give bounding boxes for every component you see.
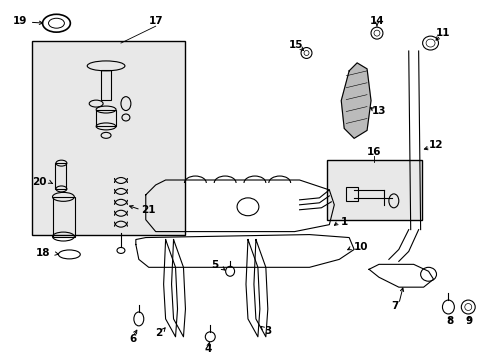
Text: 7: 7	[390, 301, 398, 311]
Text: 10: 10	[353, 243, 367, 252]
Text: 17: 17	[148, 16, 163, 26]
Text: 13: 13	[371, 105, 386, 116]
Text: 6: 6	[129, 334, 136, 344]
Bar	[96, 109, 116, 126]
Bar	[346, 187, 357, 201]
Text: 15: 15	[288, 40, 302, 50]
Bar	[32, 41, 185, 235]
Text: 14: 14	[369, 16, 384, 26]
Text: 19: 19	[13, 16, 27, 26]
Text: 11: 11	[435, 28, 450, 38]
Polygon shape	[341, 63, 370, 138]
Text: 18: 18	[36, 248, 51, 258]
Text: 12: 12	[428, 140, 443, 150]
Text: 21: 21	[141, 205, 156, 215]
Text: 2: 2	[155, 328, 162, 338]
Text: 20: 20	[32, 177, 47, 187]
Text: 16: 16	[366, 147, 381, 157]
Bar	[326, 160, 421, 220]
Text: 8: 8	[446, 316, 453, 326]
Text: 3: 3	[264, 326, 271, 336]
Text: 5: 5	[211, 260, 219, 270]
Text: 9: 9	[465, 316, 472, 326]
Text: 4: 4	[204, 344, 211, 354]
Bar	[55, 163, 66, 189]
Bar	[53, 197, 75, 237]
Text: 1: 1	[340, 217, 347, 227]
Bar	[101, 70, 111, 100]
